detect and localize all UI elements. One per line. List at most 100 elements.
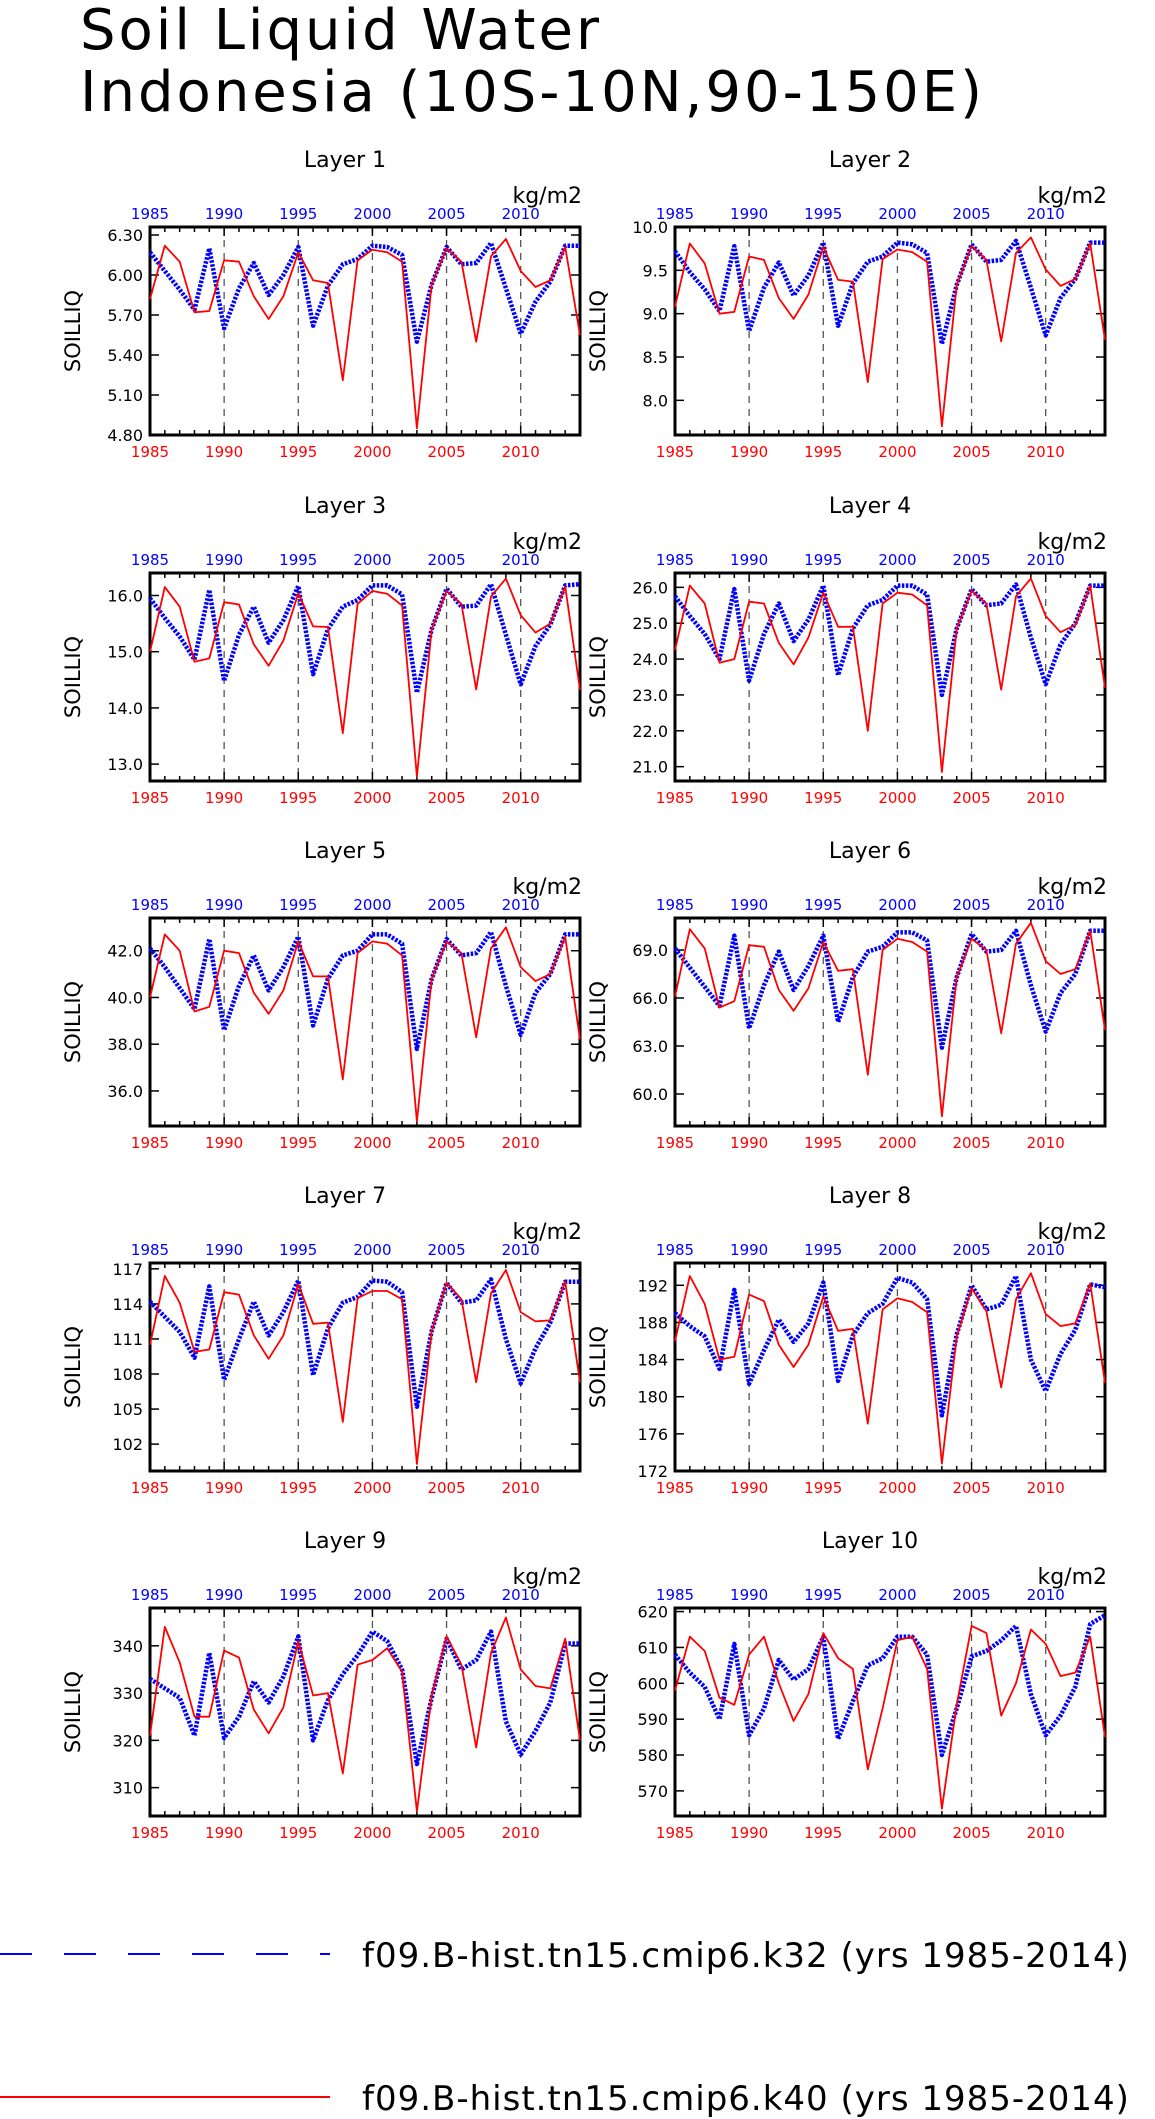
panel-8-xtick-label-top: 2010 [1027, 1241, 1065, 1259]
panel-7-xtick-label-top: 1985 [131, 1241, 169, 1259]
panel-8-ytick-label: 172 [637, 1462, 668, 1481]
panel-4-ytick-label: 21.0 [632, 758, 668, 777]
panel-4-xtick-label-top: 1985 [656, 551, 694, 569]
panel-2-xtick-label-top: 1995 [804, 205, 842, 223]
panel-10-xtick-label-bottom: 1985 [656, 1824, 694, 1842]
panel-10-series-k32-line [673, 1613, 1107, 1758]
panel-7-xtick-label-bottom: 2010 [502, 1479, 540, 1497]
panel-1-xtick-label-top: 1990 [205, 205, 243, 223]
panel-6-ytick-label: 69.0 [632, 941, 668, 960]
panel-7-ytick-label: 117 [112, 1260, 143, 1279]
panel-6-ytick-label: 63.0 [632, 1037, 668, 1056]
panel-7-plot-frame [148, 1261, 582, 1473]
panel-1-xtick-label-top: 2005 [427, 205, 465, 223]
panel-5-series-k32-line [148, 929, 580, 1052]
panel-7-xtick-label-top: 2010 [502, 1241, 540, 1259]
panel-2-ytick-label: 8.5 [643, 348, 668, 367]
panel-2-plot-frame [673, 225, 1107, 437]
panel-1-series-k40-line [149, 238, 581, 430]
panel-9-ylabel: SOILLIQ [61, 1671, 85, 1753]
title-line-1: Soil Liquid Water [80, 0, 602, 63]
panel-2-ylabel: SOILLIQ [586, 290, 610, 372]
panel-8-xtick-label-bottom: 1990 [730, 1479, 768, 1497]
panel-6-xtick-label-bottom: 1990 [730, 1134, 768, 1152]
panel-3-title: Layer 3 [304, 494, 386, 519]
panel-2-xtick-label-top: 2000 [878, 205, 916, 223]
panel-4-ytick-label: 22.0 [632, 722, 668, 741]
panel-2-ytick-label: 8.0 [643, 391, 668, 410]
panel-6-ytick-label: 66.0 [632, 989, 668, 1008]
panel-2-xtick-label-bottom: 2000 [878, 443, 916, 461]
panel-8-ylabel: SOILLIQ [586, 1326, 610, 1408]
panel-3-xtick-label-top: 1995 [279, 551, 317, 569]
panel-8-ytick-label: 188 [637, 1313, 668, 1332]
panel-4-ylabel: SOILLIQ [586, 636, 610, 718]
panel-9-xtick-label-bottom: 2000 [353, 1824, 391, 1842]
panel-5-xtick-label-bottom: 2010 [502, 1134, 540, 1152]
panel-4-xtick-label-bottom: 2005 [952, 789, 990, 807]
panel-3-xtick-label-top: 1985 [131, 551, 169, 569]
panel-7-xtick-label-bottom: 1985 [131, 1479, 169, 1497]
panel-1-xtick-label-bottom: 2000 [353, 443, 391, 461]
panel-2-ytick-label: 9.5 [643, 261, 668, 280]
chart-grid: 4.80 5.10 5.40 5.70 6.00 6.30 1985 1990 1995 2000… [61, 148, 1107, 1842]
panel-5-xtick-label-bottom: 2000 [353, 1134, 391, 1152]
panel-8-xtick-label-bottom: 2000 [878, 1479, 916, 1497]
panel-3-xtick-label-bottom: 1990 [205, 789, 243, 807]
panel-9-plot-frame [148, 1606, 582, 1818]
panel-1-title: Layer 1 [304, 148, 386, 173]
panel-10-xtick-label-top: 2010 [1027, 1586, 1065, 1604]
panel-9-xtick-label-top: 2010 [502, 1586, 540, 1604]
panel-7-xtick-label-top: 1995 [279, 1241, 317, 1259]
panel-10-ytick-label: 620 [637, 1603, 668, 1622]
panel-5-xtick-label-bottom: 1985 [131, 1134, 169, 1152]
panel-10-xtick-label-top: 1995 [804, 1586, 842, 1604]
panel-4-series-k32-line [673, 582, 1105, 698]
panel-1-ytick-label: 6.30 [107, 226, 143, 245]
panel-10-ytick-label: 570 [637, 1782, 668, 1801]
panel-10-title: Layer 10 [822, 1529, 918, 1554]
panel-9-xtick-label-bottom: 1995 [279, 1824, 317, 1842]
panel-2-xtick-label-bottom: 1985 [656, 443, 694, 461]
panel-1-ytick-label: 4.80 [107, 426, 143, 445]
panel-2-xtick-label-bottom: 1995 [804, 443, 842, 461]
panel-8-xtick-label-top: 1995 [804, 1241, 842, 1259]
panel-6-xtick-label-bottom: 2005 [952, 1134, 990, 1152]
panel-6-xtick-label-top: 1985 [656, 896, 694, 914]
panel-9-title: Layer 9 [304, 1529, 386, 1554]
panel-7-xtick-label-top: 1990 [205, 1241, 243, 1259]
panel-10-series-k40-line [674, 1625, 1106, 1810]
panel-4-xtick-label-bottom: 2010 [1027, 789, 1065, 807]
panel-3-xtick-label-top: 2000 [353, 551, 391, 569]
panel-2-units-label: kg/m2 [1037, 184, 1107, 209]
panel-4-xtick-label-top: 2005 [952, 551, 990, 569]
panel-8-xtick-label-top: 2000 [878, 1241, 916, 1259]
panel-7-xtick-label-bottom: 1990 [205, 1479, 243, 1497]
panel-9-xtick-label-top: 1985 [131, 1586, 169, 1604]
panel-6-xtick-label-top: 1995 [804, 896, 842, 914]
panel-1-xtick-label-bottom: 2005 [427, 443, 465, 461]
panel-1-xtick-label-bottom: 1985 [131, 443, 169, 461]
panel-3-xtick-label-bottom: 1985 [131, 789, 169, 807]
panel-9-xtick-label-top: 1995 [279, 1586, 317, 1604]
panel-10-plot-frame [673, 1606, 1107, 1818]
panel-9-ytick-label: 310 [112, 1779, 143, 1798]
panel-7-xtick-label-bottom: 2005 [427, 1479, 465, 1497]
panel-5-xtick-label-bottom: 2005 [427, 1134, 465, 1152]
panel-9-xtick-label-top: 1990 [205, 1586, 243, 1604]
panel-6-series-k40-line [674, 921, 1106, 1118]
panel-7-xtick-label-top: 2000 [353, 1241, 391, 1259]
panel-6-xtick-label-top: 2005 [952, 896, 990, 914]
panel-3-xtick-label-top: 2005 [427, 551, 465, 569]
panel-1-xtick-label-bottom: 1995 [279, 443, 317, 461]
panel-3-ytick-label: 14.0 [107, 699, 143, 718]
panel-5-ytick-label: 40.0 [107, 988, 143, 1007]
panel-2-title: Layer 2 [829, 148, 911, 173]
panel-9-xtick-label-bottom: 1985 [131, 1824, 169, 1842]
panel-8-ytick-label: 176 [637, 1425, 668, 1444]
panel-9-series-k40-line [149, 1616, 581, 1813]
panel-10-xtick-label-bottom: 1990 [730, 1824, 768, 1842]
panel-4-plot-frame [673, 571, 1107, 783]
panel-10-ytick-label: 590 [637, 1710, 668, 1729]
panel-2-ytick-label: 9.0 [643, 305, 668, 324]
